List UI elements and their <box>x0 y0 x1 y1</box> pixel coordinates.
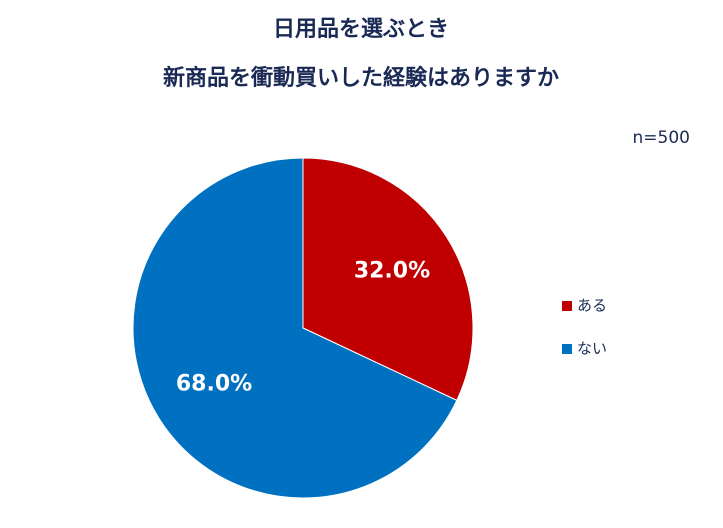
pie-slice <box>302 157 474 402</box>
legend-swatch <box>562 344 572 354</box>
legend-label: ある <box>577 297 607 315</box>
chart-title: 新商品を衝動買いした経験はありますか <box>163 65 559 91</box>
data-label: 32.0% <box>354 259 430 284</box>
legend-swatch <box>562 301 572 311</box>
data-label: 68.0% <box>176 371 252 396</box>
legend-label: ない <box>577 340 607 358</box>
pie-slice <box>132 157 458 499</box>
chart-title: 日用品を選ぶとき <box>273 17 449 42</box>
annotation: n=500 <box>633 128 690 148</box>
